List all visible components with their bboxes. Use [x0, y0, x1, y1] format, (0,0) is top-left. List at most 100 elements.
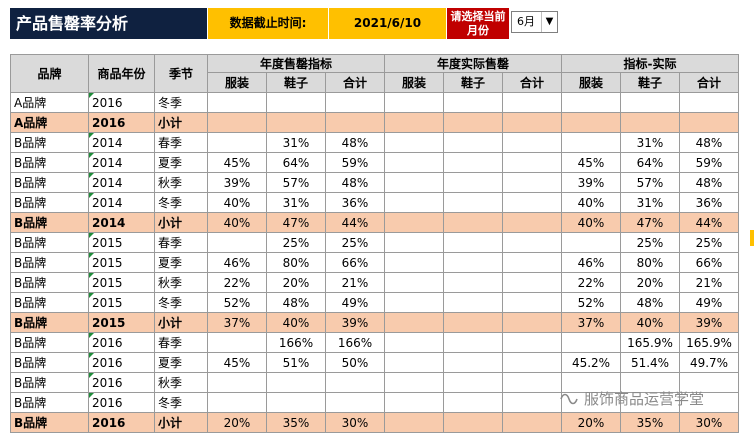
- brand-cell[interactable]: B品牌: [10, 352, 89, 373]
- value-cell[interactable]: [502, 112, 562, 133]
- value-cell[interactable]: 40%: [561, 192, 621, 213]
- value-cell[interactable]: 31%: [266, 192, 326, 213]
- value-cell[interactable]: 46%: [561, 252, 621, 273]
- value-cell[interactable]: 166%: [325, 332, 385, 353]
- value-cell[interactable]: [384, 332, 444, 353]
- value-cell[interactable]: 46%: [207, 252, 267, 273]
- value-cell[interactable]: [384, 292, 444, 313]
- value-cell[interactable]: [679, 92, 739, 113]
- value-cell[interactable]: 48%: [679, 132, 739, 153]
- year-cell[interactable]: 2016: [88, 332, 155, 353]
- value-cell[interactable]: 45%: [207, 352, 267, 373]
- value-cell[interactable]: [502, 232, 562, 253]
- value-cell[interactable]: [443, 112, 503, 133]
- month-dropdown[interactable]: 6月 ▼: [511, 11, 558, 33]
- value-cell[interactable]: [325, 372, 385, 393]
- season-cell[interactable]: 小计: [154, 412, 208, 433]
- brand-cell[interactable]: B品牌: [10, 372, 89, 393]
- value-cell[interactable]: 36%: [325, 192, 385, 213]
- value-cell[interactable]: 45.2%: [561, 352, 621, 373]
- brand-cell[interactable]: B品牌: [10, 132, 89, 153]
- value-cell[interactable]: 40%: [561, 212, 621, 233]
- value-cell[interactable]: 39%: [679, 312, 739, 333]
- brand-cell[interactable]: B品牌: [10, 152, 89, 173]
- season-cell[interactable]: 冬季: [154, 392, 208, 413]
- value-cell[interactable]: 45%: [207, 152, 267, 173]
- year-cell[interactable]: 2015: [88, 232, 155, 253]
- season-cell[interactable]: 小计: [154, 112, 208, 133]
- value-cell[interactable]: [207, 112, 267, 133]
- value-cell[interactable]: 64%: [266, 152, 326, 173]
- value-cell[interactable]: [384, 92, 444, 113]
- value-cell[interactable]: [384, 272, 444, 293]
- value-cell[interactable]: [443, 212, 503, 233]
- value-cell[interactable]: 59%: [325, 152, 385, 173]
- value-cell[interactable]: [384, 372, 444, 393]
- value-cell[interactable]: 40%: [620, 312, 680, 333]
- value-cell[interactable]: 20%: [561, 412, 621, 433]
- value-cell[interactable]: 165.9%: [620, 332, 680, 353]
- value-cell[interactable]: [502, 212, 562, 233]
- value-cell[interactable]: [561, 232, 621, 253]
- value-cell[interactable]: [443, 332, 503, 353]
- value-cell[interactable]: 80%: [266, 252, 326, 273]
- value-cell[interactable]: [207, 232, 267, 253]
- brand-cell[interactable]: B品牌: [10, 212, 89, 233]
- brand-cell[interactable]: B品牌: [10, 272, 89, 293]
- year-cell[interactable]: 2016: [88, 352, 155, 373]
- year-cell[interactable]: 2014: [88, 172, 155, 193]
- value-cell[interactable]: [679, 112, 739, 133]
- value-cell[interactable]: [620, 92, 680, 113]
- value-cell[interactable]: [384, 232, 444, 253]
- value-cell[interactable]: [443, 252, 503, 273]
- value-cell[interactable]: [384, 212, 444, 233]
- value-cell[interactable]: [384, 352, 444, 373]
- season-cell[interactable]: 夏季: [154, 352, 208, 373]
- value-cell[interactable]: [502, 312, 562, 333]
- value-cell[interactable]: 22%: [561, 272, 621, 293]
- year-cell[interactable]: 2014: [88, 192, 155, 213]
- value-cell[interactable]: [325, 392, 385, 413]
- value-cell[interactable]: [207, 332, 267, 353]
- value-cell[interactable]: 66%: [325, 252, 385, 273]
- season-cell[interactable]: 小计: [154, 212, 208, 233]
- value-cell[interactable]: [443, 412, 503, 433]
- season-cell[interactable]: 冬季: [154, 292, 208, 313]
- value-cell[interactable]: [443, 172, 503, 193]
- value-cell[interactable]: 31%: [620, 192, 680, 213]
- value-cell[interactable]: [502, 272, 562, 293]
- value-cell[interactable]: 48%: [325, 172, 385, 193]
- value-cell[interactable]: 47%: [266, 212, 326, 233]
- brand-cell[interactable]: B品牌: [10, 192, 89, 213]
- season-cell[interactable]: 小计: [154, 312, 208, 333]
- brand-cell[interactable]: B品牌: [10, 292, 89, 313]
- value-cell[interactable]: [384, 412, 444, 433]
- value-cell[interactable]: 165.9%: [679, 332, 739, 353]
- value-cell[interactable]: [620, 112, 680, 133]
- value-cell[interactable]: 48%: [266, 292, 326, 313]
- value-cell[interactable]: [443, 292, 503, 313]
- value-cell[interactable]: 166%: [266, 332, 326, 353]
- value-cell[interactable]: 49.7%: [679, 352, 739, 373]
- value-cell[interactable]: 20%: [207, 412, 267, 433]
- dropdown-arrow-icon[interactable]: ▼: [541, 12, 557, 32]
- value-cell[interactable]: 49%: [325, 292, 385, 313]
- value-cell[interactable]: 30%: [679, 412, 739, 433]
- value-cell[interactable]: 50%: [325, 352, 385, 373]
- value-cell[interactable]: 21%: [679, 272, 739, 293]
- value-cell[interactable]: [325, 112, 385, 133]
- value-cell[interactable]: [384, 152, 444, 173]
- value-cell[interactable]: 35%: [266, 412, 326, 433]
- value-cell[interactable]: [502, 332, 562, 353]
- year-cell[interactable]: 2016: [88, 372, 155, 393]
- year-cell[interactable]: 2015: [88, 292, 155, 313]
- value-cell[interactable]: [384, 172, 444, 193]
- value-cell[interactable]: [502, 392, 562, 413]
- value-cell[interactable]: 52%: [561, 292, 621, 313]
- brand-cell[interactable]: A品牌: [10, 92, 89, 113]
- value-cell[interactable]: [561, 132, 621, 153]
- value-cell[interactable]: 66%: [679, 252, 739, 273]
- value-cell[interactable]: [384, 132, 444, 153]
- brand-cell[interactable]: B品牌: [10, 312, 89, 333]
- value-cell[interactable]: [502, 132, 562, 153]
